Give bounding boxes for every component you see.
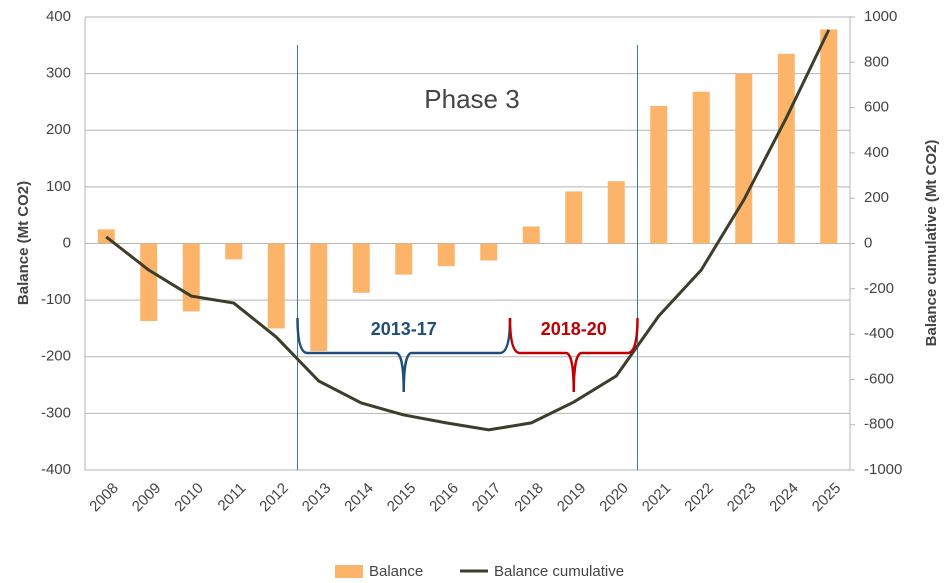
bar <box>352 243 370 293</box>
x-tick-label: 2021 <box>639 480 675 516</box>
x-tick-label: 2025 <box>809 480 845 516</box>
y2-tick-label: 600 <box>864 99 889 116</box>
y-tick-label: 100 <box>46 178 71 195</box>
y-tick-label: -300 <box>41 404 71 421</box>
x-tick-label: 2008 <box>86 480 122 516</box>
bracket <box>508 317 639 393</box>
legend-swatch <box>335 565 363 578</box>
y-tick-label: -400 <box>41 461 71 478</box>
x-tick-label: 2020 <box>596 480 632 516</box>
x-tick-label: 2018 <box>511 480 547 516</box>
x-tick-label: 2024 <box>766 480 802 516</box>
y2-tick-label: 200 <box>864 189 889 206</box>
bracket <box>296 317 512 393</box>
bar <box>140 243 158 322</box>
y-axis-label: Balance (Mt CO2) <box>15 181 32 305</box>
legend-label: Balance cumulative <box>494 563 624 580</box>
bar <box>820 29 838 244</box>
line <box>105 29 831 432</box>
annotation: Phase 3 <box>424 84 519 114</box>
bar <box>267 243 285 329</box>
x-tick-label: 2017 <box>469 480 505 516</box>
y-tick-label: 300 <box>46 65 71 82</box>
x-tick-label: 2012 <box>256 480 292 516</box>
x-tick-label: 2015 <box>384 480 420 516</box>
x-tick-label: 2010 <box>171 480 207 516</box>
bar <box>777 53 795 244</box>
x-tick-label: 2009 <box>129 480 165 516</box>
y2-tick-label: -1000 <box>864 461 902 478</box>
y2-tick-label: 1000 <box>864 8 897 25</box>
bar <box>650 105 668 244</box>
bar <box>607 181 625 244</box>
bar <box>310 243 328 352</box>
x-tick-label: 2019 <box>554 480 590 516</box>
bar <box>480 243 498 261</box>
y2-tick-label: -800 <box>864 416 894 433</box>
y-tick-label: 200 <box>46 121 71 138</box>
x-tick-label: 2014 <box>341 480 377 516</box>
x-tick-label: 2013 <box>299 480 335 516</box>
y2-tick-label: 0 <box>864 234 872 251</box>
y2-tick-label: 400 <box>864 144 889 161</box>
y2-tick-label: -200 <box>864 280 894 297</box>
y-tick-label: -100 <box>41 291 71 308</box>
x-tick-label: 2022 <box>681 480 717 516</box>
y2-axis-label: Balance cumulative (Mt CO2) <box>923 140 940 347</box>
bar <box>395 243 413 275</box>
bar <box>565 191 583 244</box>
y2-tick-label: -600 <box>864 370 894 387</box>
x-tick-label: 2023 <box>724 480 760 516</box>
y2-tick-label: -400 <box>864 325 894 342</box>
annotation: 2013-17 <box>371 319 437 339</box>
y2-tick-label: 800 <box>864 53 889 70</box>
bar <box>735 73 753 244</box>
x-tick-label: 2011 <box>215 480 250 515</box>
annotation: 2018-20 <box>541 319 607 339</box>
bar <box>692 91 710 244</box>
y-tick-label: -200 <box>41 348 71 365</box>
bar <box>225 243 243 260</box>
y-tick-label: 400 <box>46 8 71 25</box>
x-tick-label: 2016 <box>426 480 462 516</box>
y-tick-label: 0 <box>63 234 71 251</box>
legend-label: Balance <box>369 563 423 580</box>
bar <box>522 226 540 244</box>
bar <box>437 243 455 267</box>
bar <box>182 243 200 312</box>
